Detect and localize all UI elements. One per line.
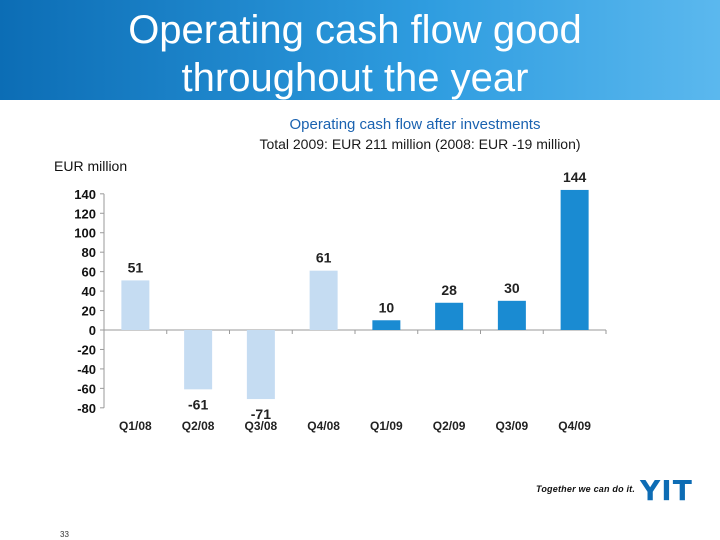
data-label: -71 [251,406,271,422]
slide-title: Operating cash flow good throughout the … [0,6,710,102]
x-tick-label: Q4/09 [558,419,591,433]
header-banner: Operating cash flow good throughout the … [0,0,720,100]
bar-Q1-09 [372,320,401,330]
bar-Q2-08 [184,330,213,390]
data-label: 28 [441,282,457,298]
y-tick-label: 140 [74,187,96,202]
bar-Q3-08 [246,330,275,400]
slide-title-line1: Operating cash flow good [128,8,582,52]
y-tick-label: -40 [77,362,96,377]
y-tick-label: 40 [82,284,96,299]
tagline: Together we can do it. [536,484,636,494]
bar-Q3-09 [497,300,526,330]
y-tick-label: 0 [89,323,96,338]
slide-title-line2: throughout the year [181,56,529,100]
bar-Q2-09 [435,302,464,330]
data-label: 51 [128,259,144,275]
y-tick-label: 120 [74,206,96,221]
x-tick-label: Q1/09 [370,419,403,433]
y-tick-label: -60 [77,381,96,396]
y-tick-label: 80 [82,245,96,260]
data-label: 10 [379,299,395,315]
y-tick-label: 60 [82,265,96,280]
data-label: 144 [563,169,587,185]
x-tick-label: Q4/08 [307,419,340,433]
y-tick-label: 20 [82,304,96,319]
chart-title: Operating cash flow after investments [289,116,541,133]
bar-Q4-09 [560,189,589,330]
yit-logo: YIT [640,474,693,507]
y-axis-unit-label: EUR million [54,158,128,174]
bar-Q1-08 [121,280,150,330]
data-label: 61 [316,250,332,266]
x-tick-label: Q2/08 [182,419,215,433]
x-tick-label: Q2/09 [433,419,466,433]
page-number: 33 [60,530,69,539]
data-label: 30 [504,280,520,296]
y-tick-label: 100 [74,226,96,241]
y-tick-label: -80 [77,401,96,416]
chart-subtitle: Total 2009: EUR 211 million (2008: EUR -… [259,136,581,152]
x-tick-label: Q1/08 [119,419,152,433]
x-tick-label: Q3/08 [245,419,278,433]
x-tick-label: Q3/09 [496,419,529,433]
data-label: -61 [188,396,208,412]
y-tick-label: -20 [77,342,96,357]
bar-Q4-08 [309,270,338,330]
